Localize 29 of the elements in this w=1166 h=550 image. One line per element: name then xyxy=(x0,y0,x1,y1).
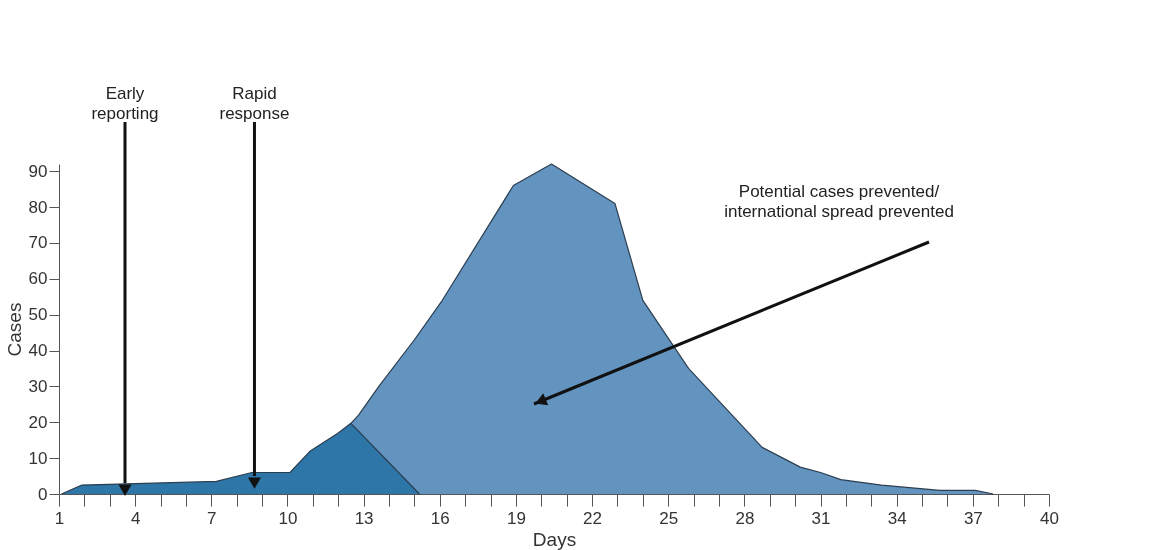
x-tick-label: 37 xyxy=(963,508,983,528)
y-tick-label: 20 xyxy=(28,412,48,432)
annotation: Rapid response xyxy=(219,84,290,123)
x-tick-label: 25 xyxy=(659,508,679,528)
y-tick-label: 0 xyxy=(38,484,48,504)
y-axis-title: Cases xyxy=(3,302,25,357)
x-tick-label: 16 xyxy=(430,508,450,528)
x-tick-label: 7 xyxy=(207,508,217,528)
x-tick-label: 13 xyxy=(354,508,374,528)
x-axis-title: Days xyxy=(532,528,577,550)
x-tick-label: 34 xyxy=(887,508,907,528)
y-tick-label: 50 xyxy=(28,305,48,325)
x-tick-label: 19 xyxy=(506,508,526,528)
y-tick-label: 30 xyxy=(28,376,48,396)
x-tick-label: 31 xyxy=(811,508,831,528)
x-tick-label: 28 xyxy=(735,508,755,528)
x-tick-label: 22 xyxy=(583,508,603,528)
y-tick-label: 90 xyxy=(28,161,48,181)
y-tick-label: 70 xyxy=(28,233,48,253)
x-tick-label: 4 xyxy=(130,508,141,528)
y-tick-label: 80 xyxy=(28,197,48,217)
y-tick-label: 60 xyxy=(28,269,48,289)
annotation: Potential cases prevented/ international spread prevented xyxy=(724,182,954,221)
y-tick-label: 10 xyxy=(28,448,48,468)
x-tick-label: 10 xyxy=(278,508,298,528)
y-tick-label: 40 xyxy=(28,341,48,361)
x-tick-label: 1 xyxy=(54,508,65,528)
x-tick-label: 40 xyxy=(1040,508,1059,528)
annotation: Early reporting xyxy=(91,84,159,123)
